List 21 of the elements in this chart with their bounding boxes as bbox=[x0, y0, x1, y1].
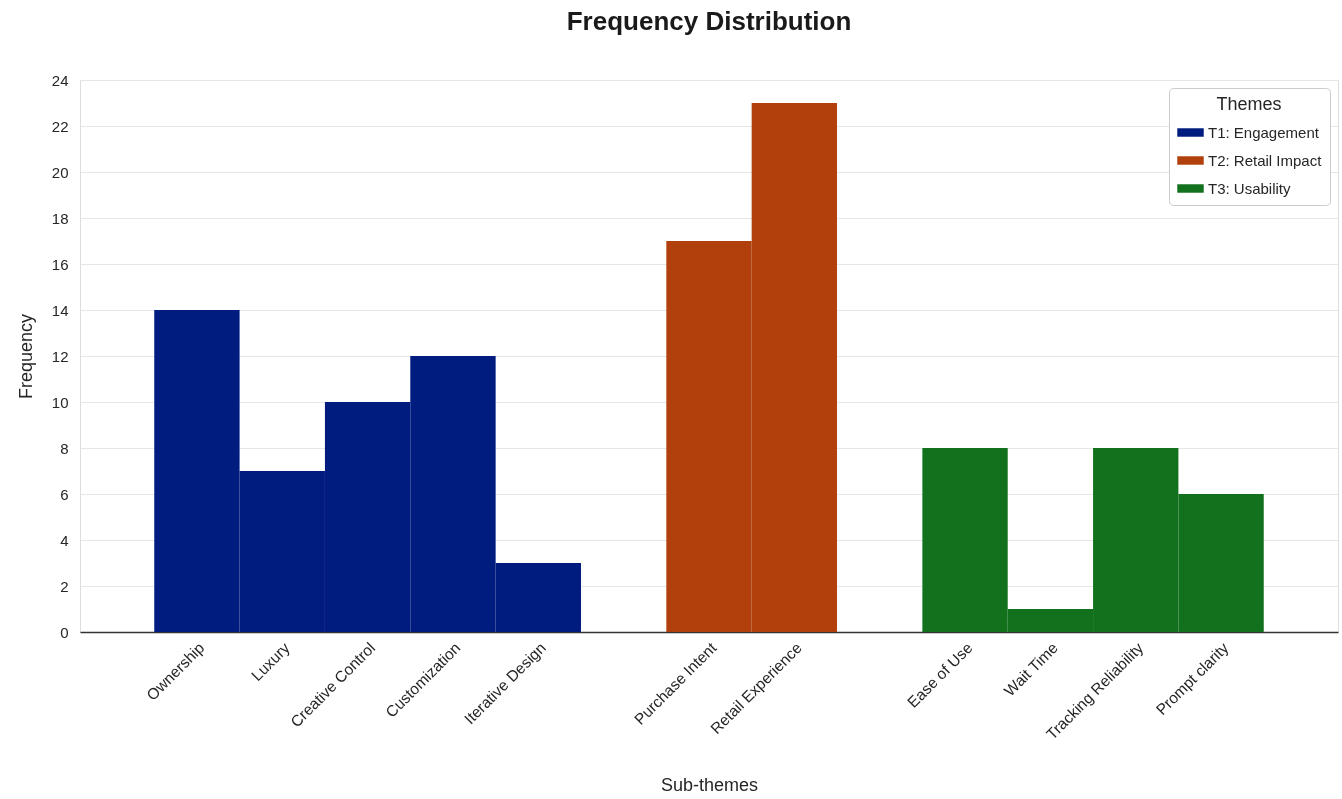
legend-label: T3: Usability bbox=[1208, 179, 1292, 197]
y-tick-label: 16 bbox=[51, 255, 69, 273]
y-tick-label: 20 bbox=[51, 163, 69, 181]
y-tick-label: 12 bbox=[51, 347, 69, 365]
legend-label: T1: Engagement bbox=[1208, 123, 1320, 141]
y-tick-label: 18 bbox=[51, 209, 69, 227]
x-axis-title: Sub-themes bbox=[660, 775, 759, 796]
y-tick-label: 22 bbox=[51, 117, 69, 135]
legend-title: Themes bbox=[1216, 94, 1282, 114]
y-tick-label: 4 bbox=[60, 531, 69, 549]
y-tick-label: 2 bbox=[60, 577, 69, 595]
y-tick-label: 8 bbox=[60, 439, 69, 457]
x-tick-label: Wait Time bbox=[1000, 639, 1061, 700]
y-tick-label: 24 bbox=[51, 71, 69, 89]
legend-label: T2: Retail Impact bbox=[1208, 151, 1323, 169]
y-tick-label: 10 bbox=[51, 393, 69, 411]
y-tick-label: 0 bbox=[60, 623, 69, 641]
y-tick-label: 14 bbox=[51, 301, 69, 319]
y-axis-title: Frequency bbox=[15, 313, 36, 400]
y-tick-label: 6 bbox=[60, 485, 69, 503]
chart-title: Frequency Distribution bbox=[566, 6, 852, 36]
